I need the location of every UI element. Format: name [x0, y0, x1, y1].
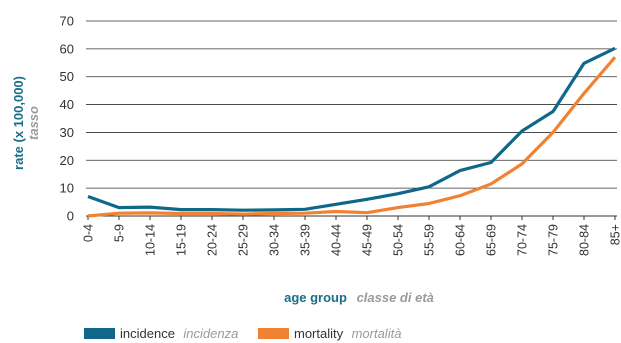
series-lines: [87, 46, 617, 218]
x-axis-title-it: classe di età: [357, 290, 434, 305]
y-tick-label: 10: [60, 181, 74, 196]
legend-label-incidence: incidence incidenza: [120, 325, 238, 342]
gridlines: [86, 20, 617, 217]
x-tick-label: 75-79: [547, 224, 561, 256]
legend: incidence incidenza mortality mortalità: [84, 325, 401, 342]
x-tick-label: 35-39: [299, 224, 313, 256]
y-tick-label: 30: [60, 125, 74, 140]
x-tick-label: 10-14: [144, 224, 158, 256]
y-axis-title: rate (x 100,000): [11, 76, 26, 170]
x-axis-title: age group classe di età: [284, 290, 434, 305]
legend-label-mortality: mortality mortalità: [294, 325, 401, 342]
series-line-incidence: [87, 46, 616, 212]
y-tick-label: 20: [60, 153, 74, 168]
x-tick-label: 55-59: [423, 224, 437, 256]
y-tick-label: 50: [60, 69, 74, 84]
y-axis-ticks: 0 10 20 30 40 50 60 70: [60, 14, 74, 224]
y-tick-label: 0: [67, 209, 74, 224]
y-axis-title-en: rate (x 100,000): [11, 76, 26, 170]
legend-swatch-incidence: [84, 328, 115, 339]
legend-item-mortality: mortality mortalità: [258, 325, 401, 342]
legend-item-incidence: incidence incidenza: [84, 325, 238, 342]
x-tick-label: 25-29: [237, 224, 251, 256]
x-tick-label: 80-84: [578, 224, 592, 256]
x-tick-label: 50-54: [392, 224, 406, 256]
y-tick-label: 40: [60, 97, 74, 112]
x-tick-label: 60-64: [454, 224, 468, 256]
legend-swatch-mortality: [258, 328, 289, 339]
x-tick-label: 0-4: [82, 224, 96, 242]
x-tick-label: 5-9: [113, 224, 127, 242]
x-tick-label: 70-74: [516, 224, 530, 256]
x-axis-title-en: age group: [284, 290, 347, 305]
x-tick-label: 85+: [609, 224, 621, 245]
y-tick-label: 70: [60, 14, 74, 29]
x-tick-label: 20-24: [206, 224, 220, 256]
x-tick-label: 15-19: [175, 224, 189, 256]
x-tick-label: 40-44: [330, 224, 344, 256]
x-axis-ticks: 0-4 5-9 10-14 15-19 20-24 25-29 30-34 35-39 40-4…: [82, 216, 621, 256]
x-tick-label: 45-49: [361, 224, 375, 256]
x-tick-label: 65-69: [485, 224, 499, 256]
y-axis-title-secondary: tasso: [26, 106, 41, 140]
x-tick-label: 30-34: [268, 224, 282, 256]
series-line-mortality: [87, 56, 617, 218]
y-tick-label: 60: [60, 41, 74, 56]
